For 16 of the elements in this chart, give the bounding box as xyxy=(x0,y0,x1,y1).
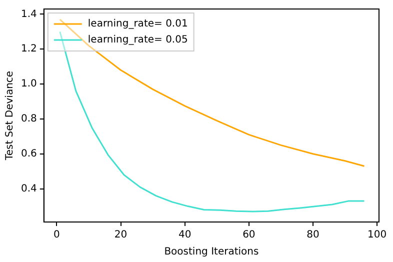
y-tick-label: 0.6 xyxy=(20,148,37,160)
y-tick-label: 1.0 xyxy=(20,78,37,90)
y-axis-title: Test Set Deviance xyxy=(4,70,16,162)
x-tick-label: 60 xyxy=(242,230,256,241)
legend-label: learning_rate= 0.05 xyxy=(88,34,188,46)
legend-label: learning_rate= 0.01 xyxy=(88,18,188,30)
y-tick-label: 1.4 xyxy=(20,8,37,20)
y-tick-label: 0.8 xyxy=(20,114,37,125)
y-tick-label: 0.4 xyxy=(20,183,37,194)
x-tick-label: 0 xyxy=(54,230,60,241)
x-tick-label: 20 xyxy=(114,230,128,241)
x-tick-label: 100 xyxy=(368,230,387,241)
x-axis-title: Boosting Iterations xyxy=(164,246,259,258)
x-tick-label: 80 xyxy=(306,230,320,241)
x-tick-label: 40 xyxy=(178,230,192,241)
y-tick-label: 1.2 xyxy=(20,44,37,55)
